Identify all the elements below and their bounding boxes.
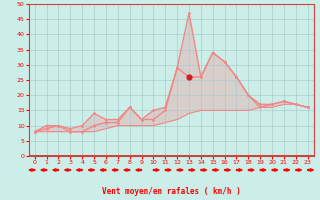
- Text: Vent moyen/en rafales ( km/h ): Vent moyen/en rafales ( km/h ): [102, 187, 241, 196]
